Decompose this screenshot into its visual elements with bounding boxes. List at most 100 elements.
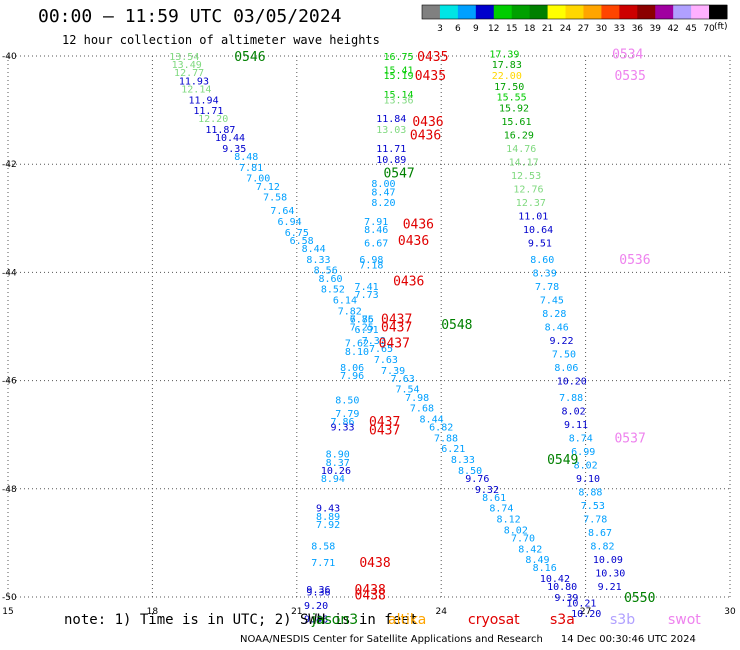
lat-tick-label: -44 — [2, 268, 17, 278]
wave-height-label: 7.53 — [581, 501, 605, 512]
colorbar-label: 21 — [542, 24, 553, 34]
wave-height-label: 7.25 — [350, 323, 374, 334]
wave-height-label: 7.81 — [239, 163, 263, 174]
wave-height-label: 7.88 — [434, 433, 458, 444]
wave-height-label: 6.91 — [355, 325, 379, 336]
wave-height-label: 7.78 — [535, 282, 559, 293]
wave-height-label: 7.98 — [405, 393, 429, 404]
wave-height-label: 8.20 — [371, 198, 395, 209]
wave-height-label: 8.60 — [530, 255, 554, 266]
wave-height-label: 15.19 — [383, 71, 413, 82]
colorbar-swatch — [583, 5, 602, 19]
lat-tick-label: -50 — [2, 593, 17, 603]
pass-time-label: 0437 — [369, 423, 400, 438]
lat-tick-label: -40 — [2, 52, 17, 62]
pass-time-label: 0435 — [417, 50, 448, 65]
wave-height-label: 11.71 — [193, 106, 223, 117]
wave-height-label: 8.48 — [234, 152, 258, 163]
wave-height-label: 6.99 — [571, 447, 595, 458]
wave-height-label: 15.41 — [383, 66, 413, 77]
wave-height-label: 6.58 — [290, 236, 314, 247]
wave-height-label: 9.36 — [306, 588, 330, 599]
wave-height-label: 6.94 — [278, 217, 302, 228]
wave-height-label: 8.52 — [321, 285, 345, 296]
wave-height-label: 7.76 — [350, 314, 374, 325]
pass-time-label: 0436 — [403, 218, 434, 233]
wave-height-label: 7.70 — [511, 533, 535, 544]
wave-height-label: 10.21 — [566, 598, 596, 609]
wave-height-label: 17.39 — [489, 49, 519, 60]
colorbar-label: 12 — [488, 24, 499, 34]
wave-height-label: 7.58 — [263, 193, 287, 204]
wave-height-label: 12.14 — [181, 84, 211, 95]
wave-height-label: 12.53 — [511, 171, 541, 182]
pass-time-label: 0435 — [415, 69, 446, 84]
wave-height-label: 12.76 — [513, 185, 543, 196]
wave-height-label: 9.32 — [475, 485, 499, 496]
colorbar-swatch — [493, 5, 513, 19]
wave-height-label: 7.96 — [340, 371, 364, 382]
wave-height-label: 7.82 — [338, 306, 362, 317]
wave-height-label: 7.71 — [311, 558, 335, 569]
wave-height-label: 15.61 — [501, 117, 531, 128]
colorbar-label: 6 — [455, 24, 461, 34]
wave-height-label: 7.63 — [391, 374, 415, 385]
wave-height-label: 8.58 — [311, 542, 335, 553]
pass-time-label: 0536 — [619, 253, 650, 268]
wave-height-label: 12.20 — [198, 114, 228, 125]
colorbar-swatch — [422, 5, 441, 19]
pass-time-label: 0550 — [624, 591, 655, 606]
wave-height-label: 11.71 — [376, 144, 406, 155]
colorbar-swatch — [565, 5, 584, 19]
wave-height-label: 7.73 — [355, 290, 379, 301]
wave-height-label: 9.20 — [304, 601, 328, 612]
colorbar-label: 18 — [524, 24, 536, 34]
wave-height-label: 9.22 — [550, 336, 574, 347]
pass-time-label: 0437 — [381, 312, 412, 327]
pass-time-label: 0535 — [614, 69, 645, 84]
wave-height-label: 7.33 — [362, 336, 386, 347]
wave-height-label: 8.44 — [302, 244, 326, 255]
wave-height-label: 10.20 — [571, 609, 601, 620]
wave-height-label: 7.78 — [583, 515, 607, 526]
colorbar-label: 30 — [596, 24, 608, 34]
page-subtitle: 12 hour collection of altimeter wave hei… — [62, 33, 380, 47]
colorbar-swatch — [655, 5, 674, 19]
wave-height-label: 9.39 — [554, 593, 578, 604]
wave-height-label: 6.14 — [333, 295, 357, 306]
mission-altika: altika — [388, 612, 427, 628]
pass-time-label: 0547 — [383, 166, 414, 181]
colorbar-frame — [421, 4, 728, 20]
lon-tick-label: 21 — [291, 607, 302, 617]
wave-height-label: 7.12 — [256, 182, 280, 193]
wave-height-label: 6.85 — [350, 314, 374, 325]
wave-height-label: 9.43 — [316, 504, 340, 515]
pass-time-label: 0436 — [393, 275, 424, 290]
wave-height-label: 7.62 — [345, 339, 369, 350]
wave-height-label: 8.61 — [482, 493, 506, 504]
wave-height-label: 8.67 — [588, 528, 612, 539]
wave-height-label: 15.92 — [499, 103, 529, 114]
colorbar-unit: (ft) — [714, 22, 728, 32]
wave-height-label: 22.00 — [492, 71, 522, 82]
pass-time-label: 0548 — [441, 318, 472, 333]
colorbar-label: 33 — [614, 24, 625, 34]
colorbar-label: 27 — [578, 24, 589, 34]
wave-height-label: 8.28 — [542, 309, 566, 320]
wave-height-label: 10.09 — [593, 555, 623, 566]
wave-height-label: 14.76 — [506, 144, 536, 155]
note-text: note: 1) Time is in UTC; 2) SWH is in fe… — [64, 612, 419, 628]
wave-height-label: 8.06 — [340, 363, 364, 374]
pass-time-label: 0437 — [379, 337, 410, 352]
wave-height-label: 7.50 — [552, 350, 576, 361]
wave-height-label: 8.49 — [525, 555, 549, 566]
wave-height-label: 12.77 — [174, 68, 204, 79]
pass-time-label: 0437 — [369, 415, 400, 430]
wave-height-label: 8.74 — [569, 433, 593, 444]
wave-height-label: 7.68 — [410, 404, 434, 415]
colorbar-label: 39 — [650, 24, 662, 34]
pass-time-label: 0438 — [359, 556, 390, 571]
wave-height-label: 17.50 — [494, 82, 524, 93]
wave-height-label: 8.56 — [314, 266, 338, 277]
mission-s3b: s3b — [610, 612, 636, 628]
